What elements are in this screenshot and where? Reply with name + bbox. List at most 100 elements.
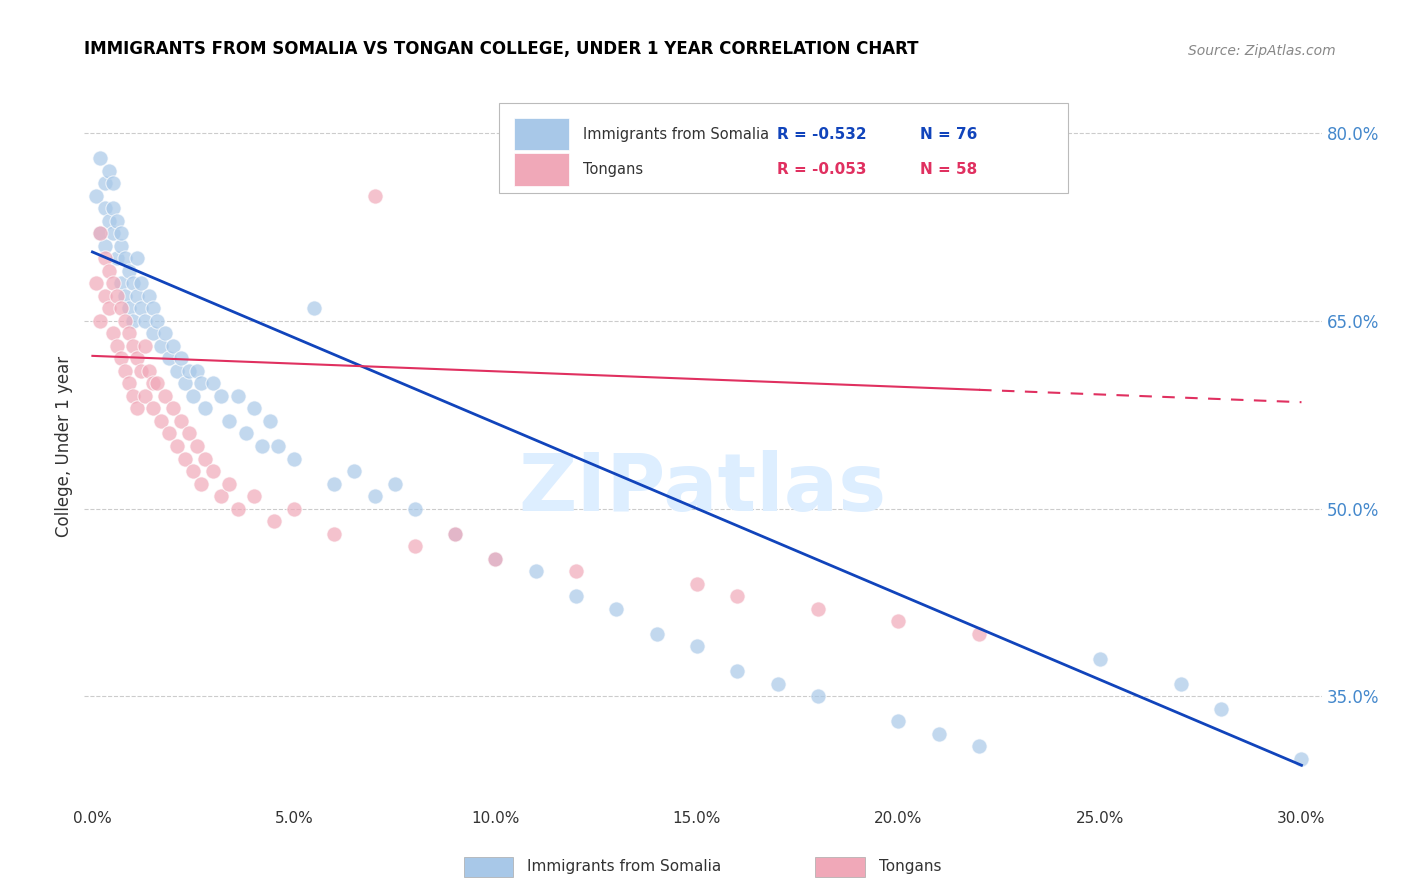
Point bbox=[242, 489, 264, 503]
Text: N = 76: N = 76 bbox=[920, 127, 977, 142]
Point bbox=[166, 439, 188, 453]
Point bbox=[138, 364, 160, 378]
Point bbox=[202, 464, 225, 478]
Point bbox=[121, 277, 143, 291]
Point bbox=[323, 526, 346, 541]
Point bbox=[194, 401, 217, 416]
Point bbox=[807, 690, 830, 704]
Point bbox=[134, 339, 156, 353]
Text: Immigrants from Somalia: Immigrants from Somalia bbox=[583, 127, 769, 142]
Point bbox=[967, 627, 990, 641]
Point bbox=[170, 414, 193, 428]
Point bbox=[283, 501, 305, 516]
Point bbox=[444, 526, 467, 541]
Y-axis label: College, Under 1 year: College, Under 1 year bbox=[55, 355, 73, 537]
Point bbox=[105, 289, 128, 303]
Point bbox=[101, 277, 124, 291]
Point bbox=[218, 414, 240, 428]
Point bbox=[97, 264, 120, 278]
Point bbox=[226, 501, 249, 516]
Point bbox=[121, 339, 143, 353]
Point bbox=[93, 238, 115, 252]
Point bbox=[363, 188, 385, 202]
Point bbox=[146, 376, 169, 391]
Point bbox=[807, 601, 830, 615]
Point bbox=[181, 389, 204, 403]
Point bbox=[86, 188, 108, 202]
Point bbox=[157, 351, 180, 366]
Point bbox=[134, 389, 156, 403]
Point bbox=[118, 326, 141, 341]
Text: Tongans: Tongans bbox=[879, 859, 941, 873]
Point bbox=[444, 526, 467, 541]
Point bbox=[302, 301, 325, 316]
Point bbox=[97, 163, 120, 178]
Point bbox=[101, 226, 124, 240]
Point bbox=[235, 426, 257, 441]
Point bbox=[259, 414, 281, 428]
FancyBboxPatch shape bbox=[499, 103, 1069, 193]
FancyBboxPatch shape bbox=[513, 153, 569, 186]
Point bbox=[118, 301, 141, 316]
Point bbox=[179, 364, 201, 378]
Point bbox=[179, 426, 201, 441]
Point bbox=[110, 277, 132, 291]
Point bbox=[565, 589, 588, 603]
Point bbox=[93, 289, 115, 303]
Point bbox=[89, 226, 111, 240]
Point bbox=[114, 251, 136, 265]
Point bbox=[186, 439, 208, 453]
Point bbox=[181, 464, 204, 478]
Point bbox=[323, 476, 346, 491]
Point bbox=[194, 451, 217, 466]
Point bbox=[887, 714, 910, 729]
Point bbox=[218, 476, 240, 491]
Point bbox=[725, 589, 748, 603]
Point bbox=[101, 201, 124, 215]
Point bbox=[190, 476, 212, 491]
Point bbox=[142, 326, 165, 341]
Point bbox=[283, 451, 305, 466]
Point bbox=[101, 176, 124, 190]
Text: N = 58: N = 58 bbox=[920, 162, 977, 178]
Point bbox=[1170, 677, 1192, 691]
Point bbox=[686, 640, 709, 654]
Point bbox=[686, 576, 709, 591]
Point bbox=[118, 376, 141, 391]
Point bbox=[142, 401, 165, 416]
Point bbox=[129, 301, 152, 316]
Text: Tongans: Tongans bbox=[583, 162, 643, 178]
Point bbox=[645, 627, 668, 641]
Point bbox=[267, 439, 290, 453]
Point bbox=[242, 401, 264, 416]
Point bbox=[97, 301, 120, 316]
Point bbox=[142, 301, 165, 316]
Text: R = -0.053: R = -0.053 bbox=[778, 162, 866, 178]
Point bbox=[157, 426, 180, 441]
Point bbox=[725, 665, 748, 679]
Point bbox=[114, 289, 136, 303]
Point bbox=[887, 614, 910, 628]
Point bbox=[121, 314, 143, 328]
Point bbox=[125, 351, 148, 366]
Point bbox=[125, 251, 148, 265]
Point bbox=[174, 451, 197, 466]
Point bbox=[114, 364, 136, 378]
Point bbox=[118, 264, 141, 278]
Point bbox=[202, 376, 225, 391]
Point bbox=[1088, 652, 1111, 666]
Point bbox=[928, 727, 950, 741]
FancyBboxPatch shape bbox=[513, 118, 569, 150]
Point bbox=[149, 339, 172, 353]
Point bbox=[384, 476, 406, 491]
Point bbox=[250, 439, 273, 453]
Point bbox=[766, 677, 789, 691]
Point bbox=[190, 376, 212, 391]
Point bbox=[125, 401, 148, 416]
Point bbox=[110, 226, 132, 240]
Point bbox=[121, 389, 143, 403]
Point bbox=[162, 401, 184, 416]
Point bbox=[101, 326, 124, 341]
Point bbox=[105, 213, 128, 227]
Point bbox=[226, 389, 249, 403]
